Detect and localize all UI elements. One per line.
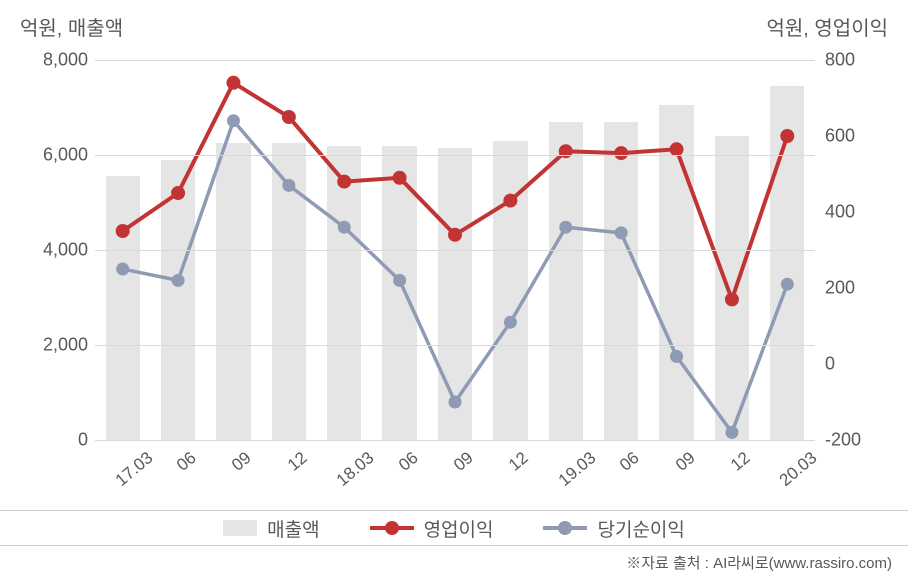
right-axis-title: 억원, 영업이익 xyxy=(766,12,888,41)
series-marker xyxy=(338,221,351,234)
left-axis-title: 억원, 매출액 xyxy=(20,12,123,41)
y-tick-right: 200 xyxy=(825,278,895,299)
x-tick: 09 xyxy=(450,448,477,475)
legend-label: 영업이익 xyxy=(424,515,494,542)
y-tick-left: 6,000 xyxy=(18,145,88,166)
x-tick: 12 xyxy=(727,448,754,475)
series-marker xyxy=(116,263,129,276)
series-marker xyxy=(226,76,240,90)
legend-swatch-line xyxy=(543,518,587,538)
series-marker xyxy=(116,224,130,238)
legend-label: 당기순이익 xyxy=(597,515,684,542)
x-tick: 17.03 xyxy=(111,448,156,491)
x-tick: 06 xyxy=(173,448,200,475)
series-marker xyxy=(171,186,185,200)
series-marker xyxy=(725,426,738,439)
series-marker xyxy=(393,274,406,287)
series-marker xyxy=(559,144,573,158)
series-marker xyxy=(227,114,240,127)
y-tick-right: -200 xyxy=(825,430,895,451)
y-tick-left: 8,000 xyxy=(18,50,88,71)
y-tick-left: 0 xyxy=(18,430,88,451)
x-tick: 19.03 xyxy=(554,448,599,491)
series-marker xyxy=(448,228,462,242)
series-marker xyxy=(282,179,295,192)
x-tick: 06 xyxy=(395,448,422,475)
series-line xyxy=(123,121,788,433)
series-marker xyxy=(559,221,572,234)
series-marker xyxy=(780,129,794,143)
y-tick-left: 2,000 xyxy=(18,335,88,356)
series-marker xyxy=(449,396,462,409)
series-line xyxy=(123,83,788,300)
legend: 매출액 영업이익 당기순이익 xyxy=(0,510,908,546)
y-tick-right: 600 xyxy=(825,126,895,147)
legend-item: 당기순이익 xyxy=(543,515,684,542)
y-tick-right: 800 xyxy=(825,50,895,71)
grid-line xyxy=(95,250,815,251)
series-marker xyxy=(615,226,628,239)
series-marker xyxy=(781,278,794,291)
grid-line xyxy=(95,155,815,156)
legend-label: 매출액 xyxy=(267,515,319,542)
y-tick-left: 4,000 xyxy=(18,240,88,261)
series-marker xyxy=(172,274,185,287)
x-tick: 18.03 xyxy=(333,448,378,491)
series-marker xyxy=(337,175,351,189)
series-marker xyxy=(503,194,517,208)
series-marker xyxy=(725,292,739,306)
x-tick: 12 xyxy=(284,448,311,475)
x-tick: 09 xyxy=(671,448,698,475)
legend-item: 영업이익 xyxy=(370,515,494,542)
series-marker xyxy=(393,171,407,185)
series-marker xyxy=(282,110,296,124)
legend-swatch-bar xyxy=(223,520,257,536)
grid-line xyxy=(95,60,815,61)
grid-line xyxy=(95,345,815,346)
series-marker xyxy=(504,316,517,329)
grid-line xyxy=(95,440,815,441)
financial-chart: 억원, 매출액 억원, 영업이익 매출액 영업이익 당기순이익 ※자료 출처 : A… xyxy=(0,0,908,580)
legend-item: 매출액 xyxy=(223,515,319,542)
series-marker xyxy=(670,350,683,363)
series-marker xyxy=(614,146,628,160)
legend-swatch-line xyxy=(370,518,414,538)
plot-area xyxy=(95,60,815,440)
x-tick: 20.03 xyxy=(776,448,821,491)
x-tick: 06 xyxy=(616,448,643,475)
y-tick-right: 400 xyxy=(825,202,895,223)
source-note: ※자료 출처 : AI라씨로(www.rassiro.com) xyxy=(626,552,892,573)
y-tick-right: 0 xyxy=(825,354,895,375)
x-tick: 12 xyxy=(505,448,532,475)
x-tick: 09 xyxy=(228,448,255,475)
